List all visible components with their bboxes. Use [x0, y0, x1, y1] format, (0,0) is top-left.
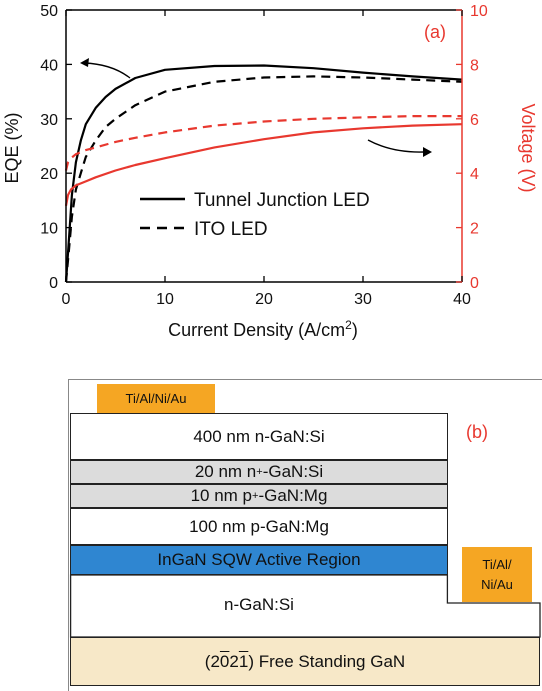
x-tick-label: 20: [255, 291, 273, 308]
layer-10nm-label-pre: 10 nm p: [190, 486, 253, 505]
substrate-label-mid: 2: [229, 651, 239, 671]
eqe-axis-arrow: [83, 62, 131, 79]
layer-20nm-label-pre: 20 nm n: [194, 462, 257, 481]
y-left-tick-label: 40: [40, 57, 58, 74]
substrate-label-bar-0: 0: [219, 651, 230, 671]
side-contact-line-1: Ti/Al/: [482, 556, 512, 572]
substrate-free-standing-gan: (2 0 2 1) Free Standing GaN: [70, 637, 540, 686]
substrate-label-bar-1: 1: [238, 651, 249, 671]
layer-20nm-label-post: -GaN:Si: [262, 462, 324, 481]
y-axis-left-title: EQE (%): [2, 112, 22, 183]
y-right-tick-label: 2: [470, 221, 479, 238]
layer-100nm-p-gan: 100 nm p-GaN:Mg: [70, 508, 448, 545]
y-left-tick-label: 0: [49, 275, 58, 292]
x-axis-title: Current Density (A/cm2): [168, 318, 358, 340]
series-line-voltage-solid: [64, 123, 463, 207]
legend-entry-tunnel-junction: Tunnel Junction LED: [194, 190, 370, 211]
led-layer-stack-diagram: Ti/Al/Ni/Au 400 nm n-GaN:Si 20 nm n + -GaN…: [0, 360, 542, 691]
panel-label-b: (b): [466, 422, 488, 442]
voltage-axis-arrow: [367, 139, 425, 153]
voltage-axis-arrowhead: [423, 147, 432, 157]
layer-10nm-label-post: -GaN:Mg: [258, 486, 328, 505]
layer-20nm-label-sup: +: [256, 466, 263, 478]
layer-20nm-n-plus-gan: 20 nm n + -GaN:Si: [70, 460, 448, 484]
legend-entry-ito: ITO LED: [194, 219, 268, 240]
series-line-eqe-solid: [64, 64, 463, 283]
substrate-label-pre: (2: [204, 651, 220, 671]
top-metal-contact: Ti/Al/Ni/Au: [97, 384, 215, 414]
y-right-tick-label: 10: [470, 3, 488, 20]
y-right-tick-label: 4: [470, 166, 479, 183]
side-metal-contact: Ti/Al/ Ni/Au: [462, 547, 532, 602]
y-right-tick-label: 8: [470, 57, 479, 74]
y-right-tick-label: 6: [470, 112, 479, 129]
y-left-tick-label: 10: [40, 221, 58, 238]
y-left-tick-label: 20: [40, 166, 58, 183]
layer-ingan-sqw-active-region: InGaN SQW Active Region: [70, 545, 448, 575]
series-line-voltage-dashed: [64, 114, 462, 171]
side-contact-line-2: Ni/Au: [481, 576, 513, 592]
substrate-label-post: ) Free Standing GaN: [248, 651, 406, 671]
y-left-tick-label: 50: [40, 3, 58, 20]
y-left-tick-label: 30: [40, 112, 58, 129]
x-tick-label: 10: [156, 291, 174, 308]
panel-label-a: (a): [424, 22, 446, 42]
frame-border: [68, 379, 542, 691]
x-tick-label: 0: [62, 291, 71, 308]
y-right-tick-label: 0: [470, 275, 479, 292]
y-axis-right-title: Voltage (V): [518, 103, 538, 192]
layer-10nm-p-plus-gan: 10 nm p + -GaN:Mg: [70, 484, 448, 508]
layer-n-gan-si-label: n-GaN:Si: [224, 595, 294, 614]
eqe-axis-arrowhead: [80, 58, 89, 67]
series-line-eqe-dashed: [64, 75, 463, 283]
x-tick-label: 40: [453, 291, 471, 308]
x-tick-label: 30: [354, 291, 372, 308]
layer-400nm-n-gan: 400 nm n-GaN:Si: [70, 413, 448, 460]
layer-10nm-label-sup: +: [252, 490, 259, 502]
